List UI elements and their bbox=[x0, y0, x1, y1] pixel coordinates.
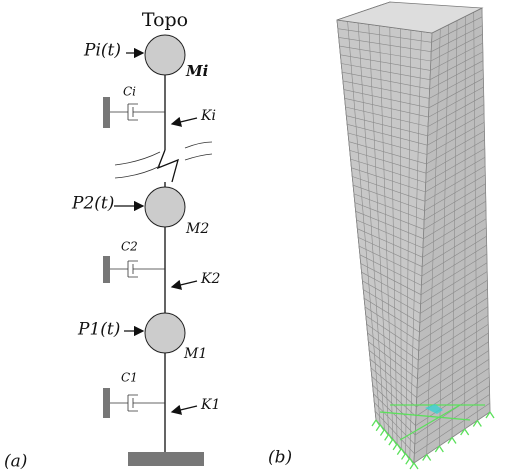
force-label: P1(t) bbox=[77, 320, 120, 340]
caption: (b) bbox=[268, 448, 292, 468]
caption: (a) bbox=[4, 452, 27, 472]
spring-label: Ki bbox=[200, 108, 216, 124]
damper-wall bbox=[103, 388, 110, 418]
force-label: P2(t) bbox=[71, 194, 114, 214]
spring-arrow bbox=[172, 406, 197, 412]
damper-label: C2 bbox=[121, 240, 138, 254]
damper bbox=[110, 395, 165, 411]
mass-label: M1 bbox=[183, 346, 207, 362]
damper-label: Ci bbox=[123, 85, 136, 99]
damper-wall bbox=[103, 256, 110, 283]
top-label: Topo bbox=[142, 9, 188, 31]
mass bbox=[145, 187, 185, 227]
force-label: Pi(t) bbox=[83, 41, 121, 61]
damper bbox=[110, 261, 165, 277]
structural-model bbox=[337, 2, 494, 469]
spring-arrow bbox=[172, 281, 197, 287]
spring-arrow bbox=[172, 118, 197, 124]
break-zigzag bbox=[158, 150, 178, 182]
spring-label: K1 bbox=[200, 397, 220, 413]
mass-label: M2 bbox=[185, 221, 209, 237]
damper-label: C1 bbox=[121, 371, 138, 385]
figure: Topo Pi(t) Mi Ci Ki P2(t) M2 C2 K2 P1(t)… bbox=[0, 0, 521, 472]
damper-wall bbox=[103, 97, 110, 128]
lumped-mass-model bbox=[103, 35, 212, 466]
mass-label: Mi bbox=[185, 62, 209, 80]
spring-label: K2 bbox=[200, 271, 220, 287]
mass bbox=[145, 313, 185, 353]
damper bbox=[110, 104, 165, 120]
mass bbox=[145, 35, 185, 75]
base bbox=[128, 452, 204, 466]
